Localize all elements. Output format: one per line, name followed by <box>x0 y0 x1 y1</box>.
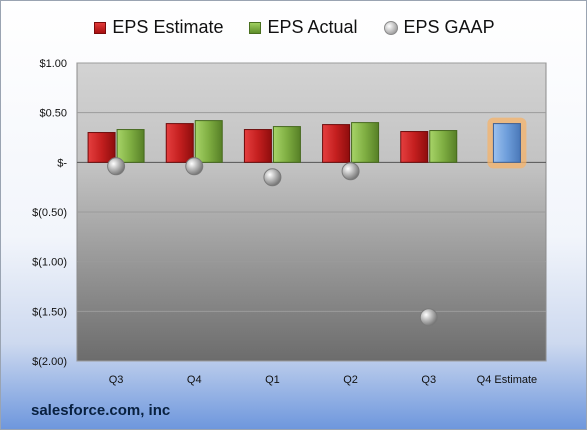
x-tick-label: Q4 <box>187 374 202 386</box>
legend-label-eps-actual: EPS Actual <box>267 17 358 37</box>
eps-estimate-bar <box>322 124 351 163</box>
eps-estimate-bar <box>400 131 429 163</box>
x-tick-label: Q3 <box>421 374 436 386</box>
eps-estimate-bar <box>243 129 272 163</box>
eps-gaap-point <box>107 157 126 176</box>
y-tick-label: $(2.00) <box>32 356 67 368</box>
legend-item-eps-estimate: EPS Estimate <box>94 17 223 38</box>
x-tick-label: Q3 <box>109 374 124 386</box>
eps-gaap-point <box>419 308 438 327</box>
legend-swatch-eps-estimate <box>94 21 107 34</box>
eps-actual-bar <box>351 122 380 163</box>
x-tick-label: Q4 Estimate <box>477 374 538 386</box>
eps-actual-bar <box>429 130 458 163</box>
eps-gaap-point <box>263 168 282 187</box>
legend-swatch-eps-actual <box>249 21 262 34</box>
eps-actual-bar <box>194 120 223 163</box>
y-tick-label: $(0.50) <box>32 207 67 219</box>
legend-swatch-eps-gaap <box>383 20 398 35</box>
eps-estimate-bar <box>165 123 194 163</box>
y-tick-label: $(1.50) <box>32 306 67 318</box>
x-tick-label: Q1 <box>265 374 280 386</box>
company-name: salesforce.com, inc <box>31 402 171 419</box>
eps-actual-bar <box>116 129 145 163</box>
legend-item-eps-gaap: EPS GAAP <box>383 17 495 38</box>
eps-estimate-bar <box>87 132 116 163</box>
y-tick-label: $- <box>57 157 67 169</box>
eps-actual-bar <box>272 126 301 163</box>
legend-item-eps-actual: EPS Actual <box>249 17 358 38</box>
x-tick-label: Q2 <box>343 374 358 386</box>
y-tick-label: $(1.00) <box>32 257 67 269</box>
q4-estimate-bar <box>492 123 521 163</box>
eps-gaap-point <box>341 162 360 181</box>
y-tick-label: $1.00 <box>39 58 67 70</box>
legend-label-eps-estimate: EPS Estimate <box>112 17 224 37</box>
chart-legend: EPS Estimate EPS Actual EPS GAAP <box>1 17 586 38</box>
legend-label-eps-gaap: EPS GAAP <box>403 17 495 37</box>
y-tick-label: $0.50 <box>39 108 67 120</box>
eps-gaap-point <box>185 157 204 176</box>
